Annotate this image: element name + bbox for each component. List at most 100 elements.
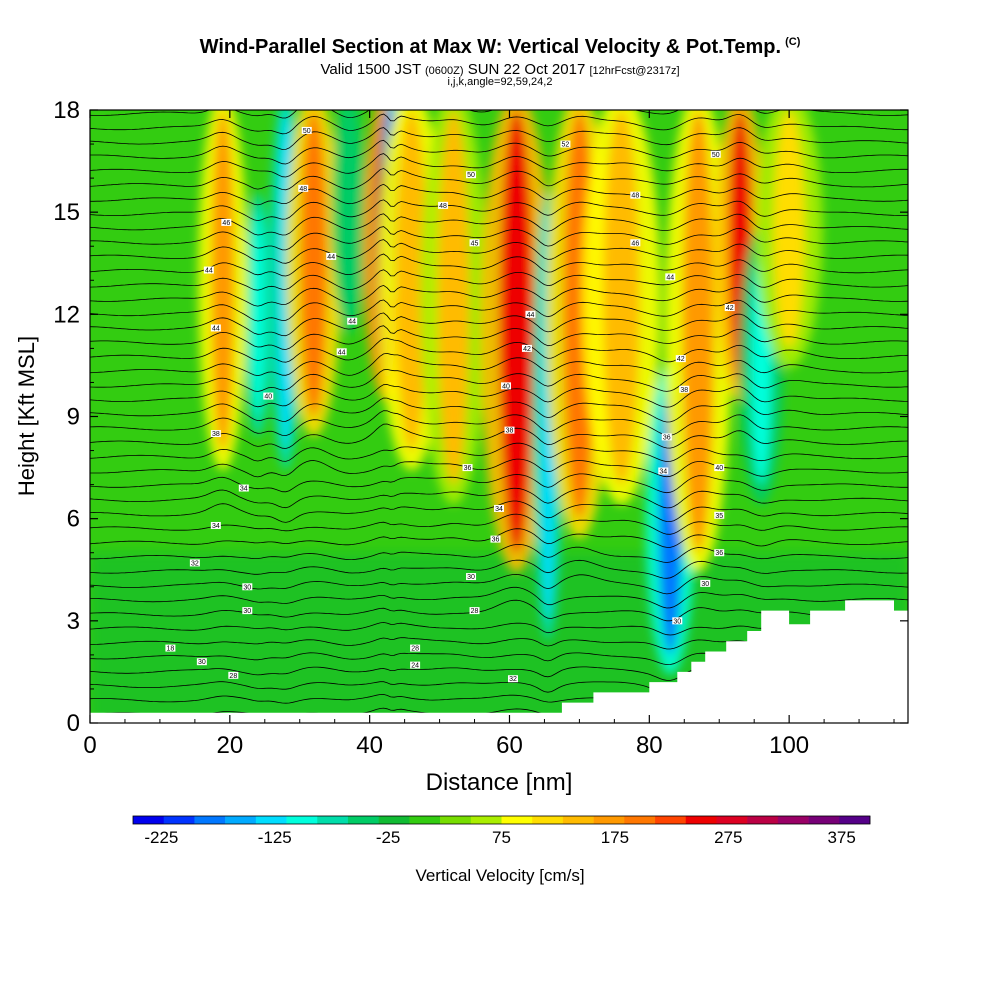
- theta-label: 38: [680, 387, 688, 394]
- colorbar-segment: [532, 816, 564, 824]
- theta-label: 50: [303, 128, 311, 135]
- theta-label: 34: [240, 486, 248, 493]
- theta-contour-line: [90, 299, 908, 322]
- colorbar-segment: [194, 816, 226, 824]
- theta-label-bg: [665, 273, 676, 281]
- theta-contour-line: [90, 83, 908, 104]
- theta-label-bg: [714, 464, 725, 472]
- theta-label-bg: [724, 304, 735, 312]
- colorbar-segment: [716, 816, 748, 824]
- theta-label: 34: [212, 523, 220, 530]
- theta-contour-line: [90, 423, 908, 449]
- theta-label-bg: [658, 467, 669, 475]
- theta-contour-line: [90, 458, 908, 478]
- theta-label: 38: [212, 431, 220, 438]
- colorbar-tick-label: 275: [714, 828, 742, 847]
- x-tick-label: 20: [216, 732, 243, 759]
- theta-label-bg: [661, 433, 672, 441]
- colorbar-segment: [808, 816, 840, 824]
- theta-contour-line: [90, 559, 908, 579]
- theta-label: 36: [663, 434, 671, 441]
- theta-contour-line: [90, 368, 908, 392]
- colorbar: -225 -125 -25 75 175 275 375: [132, 815, 871, 847]
- terrain-fill: [90, 600, 908, 723]
- theta-contour-line: [90, 253, 908, 277]
- y-axis-label: Height [Kft MSL]: [14, 336, 39, 496]
- theta-label: 40: [264, 394, 272, 401]
- theta-contour-line: [90, 153, 908, 178]
- theta-contour-line: [90, 442, 908, 463]
- colorbar-frame: [132, 815, 871, 825]
- colorbar-label: Vertical Velocity [cm/s]: [415, 866, 584, 885]
- x-tick-label: 40: [356, 732, 383, 759]
- theta-label: 40: [715, 465, 723, 472]
- colorbar-tick-label: 175: [601, 828, 629, 847]
- y-tick-label: 18: [53, 97, 80, 124]
- theta-label-bg: [263, 392, 274, 400]
- theta-label: 32: [509, 676, 517, 683]
- velocity-streak-core: [682, 110, 714, 553]
- theta-contour-line: [90, 473, 908, 494]
- colorbar-segment: [624, 816, 656, 824]
- theta-label: 42: [677, 356, 685, 363]
- colorbar-segment: [839, 816, 871, 824]
- theta-label: 44: [348, 319, 356, 326]
- theta-label: 18: [167, 646, 175, 653]
- theta-label-bg: [203, 266, 214, 274]
- colorbar-tick-label: 75: [492, 828, 511, 847]
- colorbar-segment: [225, 816, 257, 824]
- theta-label: 48: [439, 203, 447, 210]
- theta-label: 30: [673, 618, 681, 625]
- theta-label-bg: [714, 549, 725, 557]
- theta-label-bg: [196, 658, 207, 666]
- theta-label-bg: [221, 218, 232, 226]
- velocity-streak-core: [250, 212, 265, 417]
- colorbar-tick-label: -25: [376, 828, 401, 847]
- theta-label-bg: [242, 607, 253, 615]
- x-tick-label: 80: [636, 732, 663, 759]
- theta-label-bg: [238, 484, 249, 492]
- theta-label-bg: [469, 607, 480, 615]
- theta-label-bg: [466, 171, 477, 179]
- theta-label-bg: [494, 504, 504, 512]
- theta-contour-line: [90, 239, 908, 264]
- colorbar-segment: [440, 816, 472, 824]
- theta-label: 28: [411, 646, 419, 653]
- theta-label: 36: [715, 550, 723, 557]
- colorbar-segment: [562, 816, 594, 824]
- theta-label: 44: [205, 268, 213, 275]
- chart-subtitle: Valid 1500 JST (0600Z) SUN 22 Oct 2017 […: [0, 61, 1000, 78]
- theta-label: 24: [411, 663, 419, 670]
- theta-label-bg: [438, 201, 449, 209]
- colorbar-segment: [317, 816, 349, 824]
- colorbar-segment: [777, 816, 809, 824]
- colorbar-segment: [255, 816, 287, 824]
- theta-label-bg: [347, 317, 358, 325]
- theta-label: 48: [631, 193, 639, 200]
- theta-label-bg: [525, 310, 536, 318]
- x-tick-label: 100: [769, 732, 809, 759]
- theta-label: 34: [659, 468, 667, 475]
- theta-label: 40: [502, 383, 510, 390]
- theta-label-bg: [242, 583, 253, 591]
- theta-contour-line: [90, 226, 908, 251]
- forecast-info: [12hrFcst@2317z]: [589, 65, 680, 77]
- velocity-streak-core: [300, 110, 327, 417]
- theta-label: 30: [198, 659, 206, 666]
- grid-indices: i,j,k,angle=92,59,24,2: [447, 76, 553, 88]
- colorbar-segment: [347, 816, 379, 824]
- y-tick-label: 6: [67, 506, 80, 533]
- theta-label: 42: [726, 305, 734, 312]
- colorbar-segment: [501, 816, 533, 824]
- theta-contour-line: [90, 183, 908, 206]
- theta-contour-line: [90, 139, 908, 165]
- chart-title: Wind-Parallel Section at Max W: Vertical…: [0, 36, 1000, 59]
- theta-label-bg: [410, 644, 421, 652]
- velocity-streak-core: [340, 110, 357, 315]
- x-axis-label: Distance [nm]: [426, 769, 573, 796]
- y-tick-label: 12: [53, 301, 80, 328]
- theta-label: 50: [712, 152, 720, 159]
- theta-label-bg: [521, 344, 532, 352]
- theta-contour-line: [90, 586, 908, 609]
